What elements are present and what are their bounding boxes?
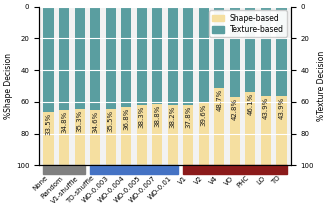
Bar [152, 7, 162, 104]
Text: 34.6%: 34.6% [92, 111, 98, 133]
Text: 43.9%: 43.9% [279, 96, 284, 119]
Text: 43.9%: 43.9% [263, 96, 269, 119]
Text: 38.3%: 38.3% [139, 105, 145, 128]
Text: 36.8%: 36.8% [123, 108, 129, 130]
Bar [90, 110, 100, 165]
Bar [168, 7, 178, 105]
Bar [230, 97, 240, 165]
Y-axis label: %Shape Decision: %Shape Decision [4, 53, 13, 119]
Bar [277, 7, 286, 96]
Legend: Shape-based, Texture-based: Shape-based, Texture-based [209, 10, 287, 37]
Bar [44, 112, 53, 165]
Bar [59, 110, 69, 165]
Bar [75, 109, 84, 165]
Text: 34.8%: 34.8% [61, 111, 67, 133]
Text: 37.8%: 37.8% [185, 106, 191, 129]
Bar [137, 104, 147, 165]
Bar [106, 7, 116, 109]
Bar [59, 7, 69, 110]
Bar [246, 7, 255, 92]
Bar [44, 165, 84, 174]
Bar [183, 7, 193, 105]
Bar [152, 104, 162, 165]
Text: 39.6%: 39.6% [201, 103, 207, 126]
Bar [90, 7, 100, 110]
Bar [230, 7, 240, 97]
Bar [121, 7, 131, 107]
Bar [261, 96, 271, 165]
Bar [277, 96, 286, 165]
Text: 48.7%: 48.7% [216, 89, 222, 111]
Bar [246, 92, 255, 165]
Bar [106, 109, 116, 165]
Bar [183, 105, 193, 165]
Bar [214, 7, 224, 88]
Bar [44, 7, 53, 112]
Bar [121, 107, 131, 165]
Bar [75, 7, 84, 109]
Text: 33.5%: 33.5% [46, 113, 51, 135]
Bar [199, 7, 209, 102]
Text: 46.1%: 46.1% [248, 93, 253, 115]
Bar [137, 7, 147, 104]
Bar [183, 165, 286, 174]
Text: 35.5%: 35.5% [108, 110, 114, 132]
Bar [90, 165, 178, 174]
Text: 42.8%: 42.8% [232, 98, 238, 120]
Text: 38.2%: 38.2% [170, 106, 176, 128]
Bar [261, 7, 271, 96]
Text: 38.8%: 38.8% [154, 104, 160, 127]
Bar [168, 105, 178, 165]
Text: 35.3%: 35.3% [77, 110, 82, 132]
Bar [214, 88, 224, 165]
Y-axis label: %Texture Decision: %Texture Decision [317, 51, 326, 121]
Bar [199, 102, 209, 165]
